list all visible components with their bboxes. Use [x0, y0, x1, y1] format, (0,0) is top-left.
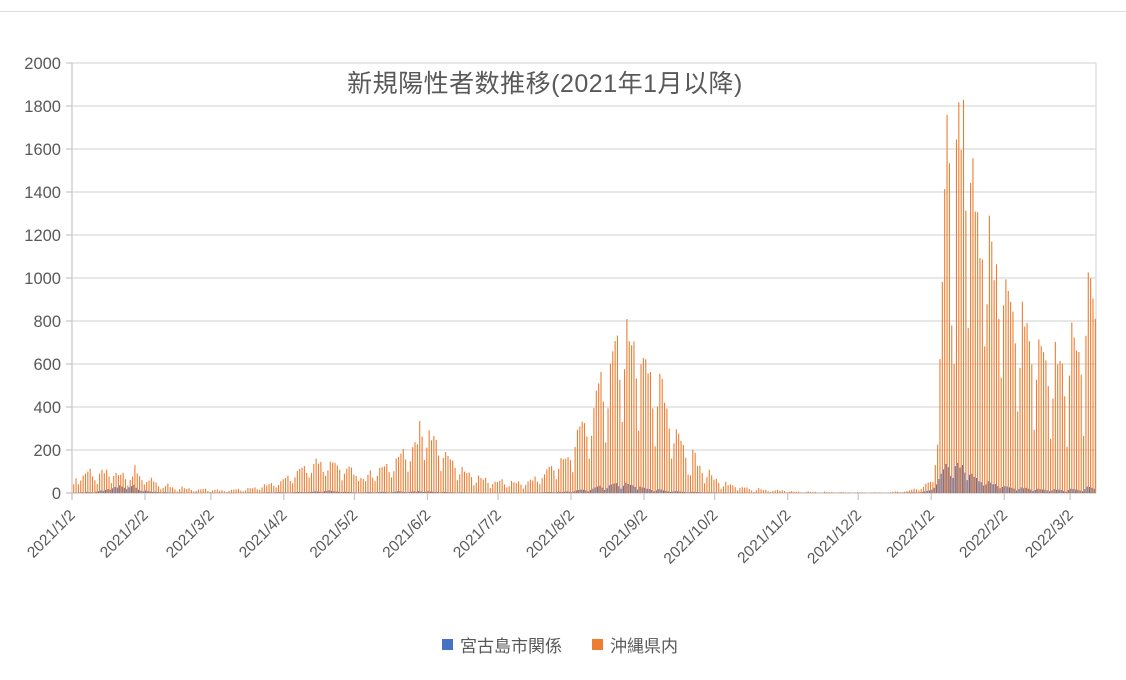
legend-item-okinawa: 沖縄県内 — [592, 632, 678, 657]
gridlines — [72, 62, 1097, 493]
svg-text:2021/6/2: 2021/6/2 — [380, 507, 435, 562]
chart-title: 新規陽性者数推移(2021年1月以降) — [347, 70, 743, 98]
svg-text:2021/9/2: 2021/9/2 — [596, 507, 651, 562]
svg-text:2021/7/2: 2021/7/2 — [450, 507, 505, 562]
svg-text:2021/5/2: 2021/5/2 — [307, 507, 362, 562]
svg-text:800: 800 — [33, 313, 61, 331]
svg-text:2000: 2000 — [24, 55, 61, 73]
svg-text:400: 400 — [33, 399, 61, 417]
svg-text:1000: 1000 — [24, 270, 61, 288]
svg-text:1600: 1600 — [24, 141, 61, 159]
svg-text:1200: 1200 — [24, 227, 61, 245]
axes — [66, 62, 1096, 500]
svg-text:1800: 1800 — [24, 98, 61, 116]
svg-text:200: 200 — [33, 442, 61, 460]
svg-text:2021/8/2: 2021/8/2 — [523, 507, 578, 562]
svg-text:600: 600 — [33, 356, 61, 374]
x-axis-labels: 2021/1/2 2021/2/2 2021/3/2 2021/4/2 2021/5/2… — [24, 507, 1077, 568]
legend: 宮古島市関係 沖縄県内 — [72, 632, 1048, 657]
legend-swatch-okinawa-icon — [592, 639, 603, 650]
legend-item-miyakojima: 宮古島市関係 — [442, 632, 562, 657]
bars-miyakojima — [74, 462, 1095, 494]
svg-text:2022/3/2: 2022/3/2 — [1022, 507, 1077, 562]
svg-text:2022/2/2: 2022/2/2 — [956, 507, 1011, 562]
svg-text:2021/4/2: 2021/4/2 — [236, 507, 291, 562]
legend-label-okinawa: 沖縄県内 — [610, 637, 678, 656]
svg-text:2021/3/2: 2021/3/2 — [163, 507, 218, 562]
y-axis-labels: 0 200 400 600 800 1000 1200 1400 1600 1800 2000 — [24, 55, 61, 503]
svg-text:2021/2/2: 2021/2/2 — [97, 507, 152, 562]
svg-text:2021/10/2: 2021/10/2 — [661, 507, 722, 568]
svg-text:2021/12/2: 2021/12/2 — [804, 507, 865, 568]
bars-okinawa — [73, 99, 1096, 494]
legend-label-miyakojima: 宮古島市関係 — [460, 637, 562, 656]
svg-text:1400: 1400 — [24, 184, 61, 202]
svg-text:0: 0 — [52, 485, 61, 503]
svg-text:2021/11/2: 2021/11/2 — [734, 507, 794, 567]
legend-swatch-miyakojima-icon — [442, 639, 453, 650]
svg-text:2022/1/2: 2022/1/2 — [883, 507, 938, 562]
svg-text:2021/1/2: 2021/1/2 — [24, 507, 79, 562]
